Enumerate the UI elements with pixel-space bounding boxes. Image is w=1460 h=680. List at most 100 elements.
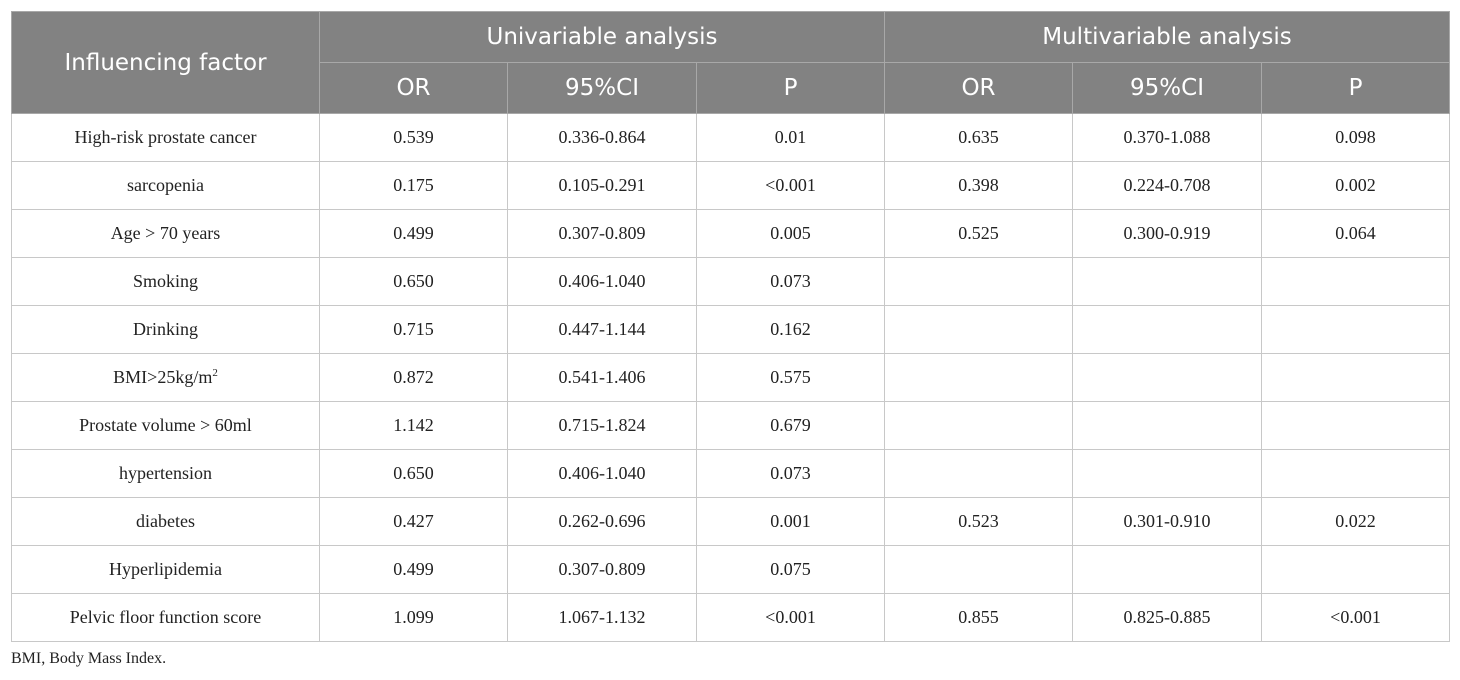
table-row: Age > 70 years 0.499 0.307-0.809 0.005 0… (11, 209, 1450, 258)
multi-ci-cell (1072, 353, 1262, 402)
uni-p-cell: 0.005 (696, 209, 885, 258)
multi-p-cell (1261, 353, 1450, 402)
uni-ci-cell: 0.447-1.144 (507, 305, 697, 354)
header-multi-ci: 95%CI (1072, 62, 1262, 114)
multi-ci-cell: 0.301-0.910 (1072, 497, 1262, 546)
table-row: Pelvic floor function score 1.099 1.067-… (11, 593, 1450, 642)
factor-cell: diabetes (11, 497, 320, 546)
uni-ci-cell: 0.406-1.040 (507, 257, 697, 306)
factor-cell: sarcopenia (11, 161, 320, 210)
uni-or-cell: 0.650 (319, 257, 508, 306)
multi-ci-cell: 0.224-0.708 (1072, 161, 1262, 210)
uni-p-cell: <0.001 (696, 161, 885, 210)
regression-table: Influencing factor Univariable analysis … (11, 11, 1450, 642)
table-row: Drinking 0.715 0.447-1.144 0.162 (11, 305, 1450, 354)
table-row: diabetes 0.427 0.262-0.696 0.001 0.523 0… (11, 497, 1450, 546)
factor-cell: hypertension (11, 449, 320, 498)
table-row: sarcopenia 0.175 0.105-0.291 <0.001 0.39… (11, 161, 1450, 210)
table-row: Smoking 0.650 0.406-1.040 0.073 (11, 257, 1450, 306)
uni-p-cell: 0.001 (696, 497, 885, 546)
multi-ci-cell (1072, 257, 1262, 306)
factor-cell: Drinking (11, 305, 320, 354)
uni-ci-cell: 0.541-1.406 (507, 353, 697, 402)
results-table-container: Influencing factor Univariable analysis … (11, 11, 1450, 642)
table-row: Hyperlipidemia 0.499 0.307-0.809 0.075 (11, 545, 1450, 594)
header-uni-p: P (696, 62, 885, 114)
multi-ci-cell: 0.825-0.885 (1072, 593, 1262, 642)
multi-or-cell (884, 257, 1073, 306)
superscript-exponent: 2 (212, 367, 218, 379)
multi-or-cell: 0.398 (884, 161, 1073, 210)
multi-p-cell: 0.064 (1261, 209, 1450, 258)
multi-p-cell (1261, 401, 1450, 450)
uni-ci-cell: 0.307-0.809 (507, 209, 697, 258)
uni-p-cell: 0.575 (696, 353, 885, 402)
uni-ci-cell: 0.406-1.040 (507, 449, 697, 498)
uni-ci-cell: 0.262-0.696 (507, 497, 697, 546)
multi-or-cell (884, 305, 1073, 354)
uni-p-cell: 0.073 (696, 257, 885, 306)
multi-p-cell (1261, 449, 1450, 498)
multi-or-cell (884, 449, 1073, 498)
uni-p-cell: 0.679 (696, 401, 885, 450)
multi-p-cell (1261, 545, 1450, 594)
multi-ci-cell: 0.370-1.088 (1072, 113, 1262, 162)
multi-ci-cell (1072, 545, 1262, 594)
header-uni-ci: 95%CI (507, 62, 697, 114)
uni-ci-cell: 0.336-0.864 (507, 113, 697, 162)
factor-cell: Prostate volume > 60ml (11, 401, 320, 450)
header-multi-p: P (1261, 62, 1450, 114)
multi-ci-cell (1072, 401, 1262, 450)
uni-p-cell: 0.075 (696, 545, 885, 594)
table-row: High-risk prostate cancer 0.539 0.336-0.… (11, 113, 1450, 162)
uni-or-cell: 0.715 (319, 305, 508, 354)
uni-p-cell: <0.001 (696, 593, 885, 642)
multi-p-cell: 0.002 (1261, 161, 1450, 210)
multi-or-cell (884, 401, 1073, 450)
uni-p-cell: 0.01 (696, 113, 885, 162)
multi-p-cell: 0.098 (1261, 113, 1450, 162)
multi-ci-cell (1072, 305, 1262, 354)
header-multivariable-analysis: Multivariable analysis (884, 11, 1450, 63)
multi-p-cell (1261, 305, 1450, 354)
header-influencing-factor: Influencing factor (11, 11, 320, 114)
multi-ci-cell (1072, 449, 1262, 498)
header-multi-or: OR (884, 62, 1073, 114)
uni-or-cell: 0.872 (319, 353, 508, 402)
multi-p-cell (1261, 257, 1450, 306)
multi-or-cell: 0.523 (884, 497, 1073, 546)
multi-or-cell: 0.635 (884, 113, 1073, 162)
factor-cell: Pelvic floor function score (11, 593, 320, 642)
uni-or-cell: 0.539 (319, 113, 508, 162)
uni-p-cell: 0.073 (696, 449, 885, 498)
uni-ci-cell: 0.307-0.809 (507, 545, 697, 594)
factor-cell: BMI>25kg/m2 (11, 353, 320, 402)
table-row: Prostate volume > 60ml 1.142 0.715-1.824… (11, 401, 1450, 450)
header-univariable-analysis: Univariable analysis (319, 11, 885, 63)
table-footnote: BMI, Body Mass Index. (11, 650, 167, 667)
uni-or-cell: 0.499 (319, 209, 508, 258)
multi-p-cell: <0.001 (1261, 593, 1450, 642)
factor-text: BMI>25kg/m (113, 367, 213, 387)
uni-or-cell: 0.175 (319, 161, 508, 210)
uni-p-cell: 0.162 (696, 305, 885, 354)
uni-ci-cell: 0.715-1.824 (507, 401, 697, 450)
table-row: hypertension 0.650 0.406-1.040 0.073 (11, 449, 1450, 498)
factor-cell: Smoking (11, 257, 320, 306)
uni-or-cell: 0.650 (319, 449, 508, 498)
multi-or-cell (884, 353, 1073, 402)
header-uni-or: OR (319, 62, 508, 114)
uni-or-cell: 0.499 (319, 545, 508, 594)
table-row: BMI>25kg/m2 0.872 0.541-1.406 0.575 (11, 353, 1450, 402)
uni-or-cell: 1.099 (319, 593, 508, 642)
factor-cell: Age > 70 years (11, 209, 320, 258)
multi-ci-cell: 0.300-0.919 (1072, 209, 1262, 258)
uni-ci-cell: 1.067-1.132 (507, 593, 697, 642)
uni-ci-cell: 0.105-0.291 (507, 161, 697, 210)
multi-or-cell (884, 545, 1073, 594)
uni-or-cell: 1.142 (319, 401, 508, 450)
multi-or-cell: 0.525 (884, 209, 1073, 258)
multi-p-cell: 0.022 (1261, 497, 1450, 546)
multi-or-cell: 0.855 (884, 593, 1073, 642)
uni-or-cell: 0.427 (319, 497, 508, 546)
